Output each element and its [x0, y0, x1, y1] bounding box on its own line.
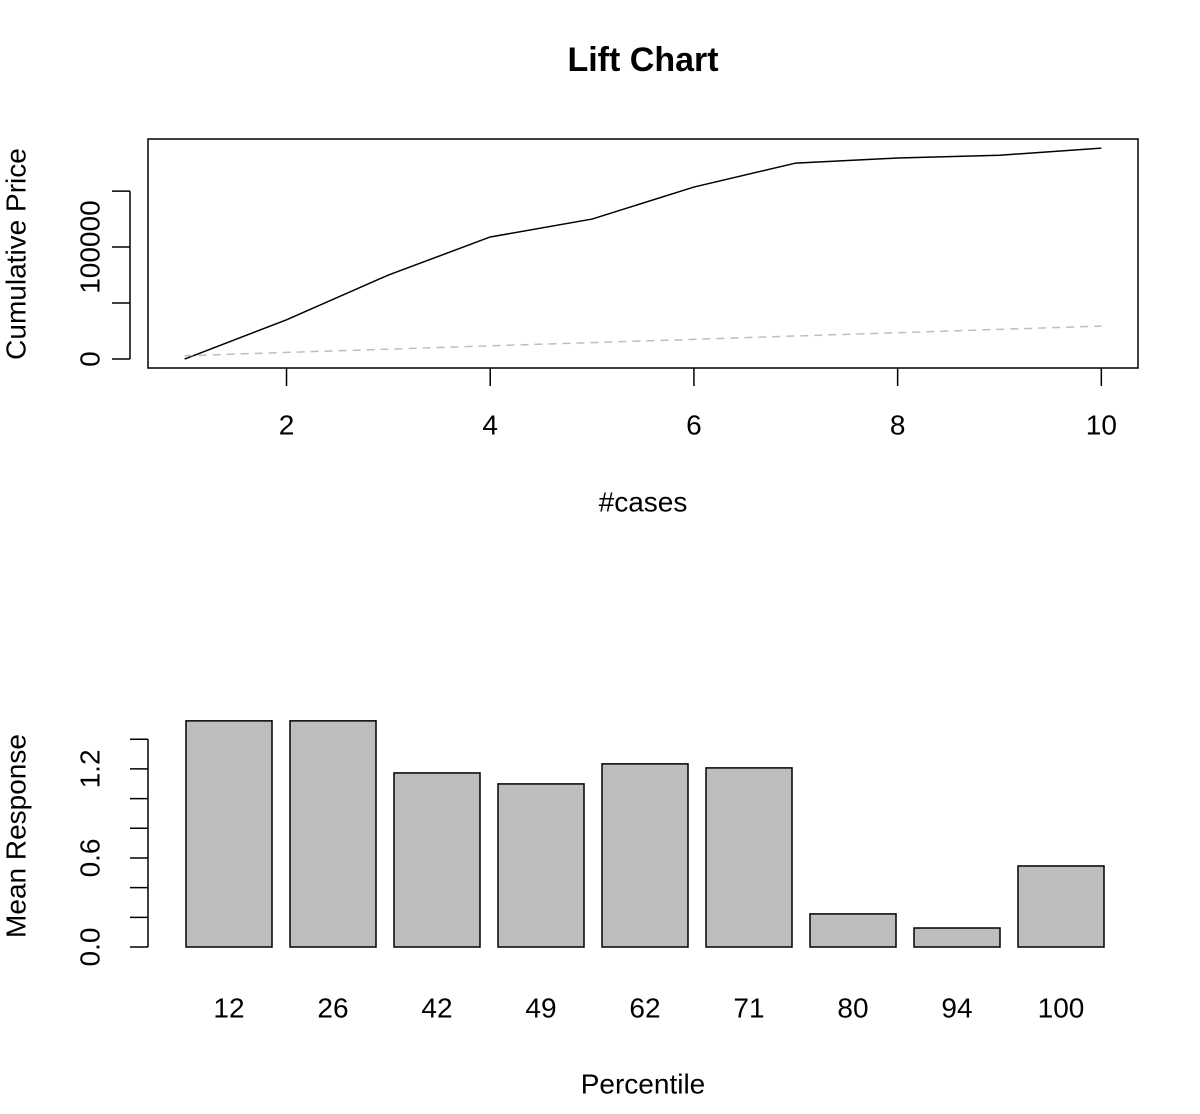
chart-title: Lift Chart	[567, 41, 718, 79]
bar	[289, 720, 377, 948]
x-tick-label: 49	[525, 992, 556, 1023]
x-tick-label: 80	[837, 992, 868, 1023]
series-line	[184, 147, 1102, 360]
bar	[705, 767, 793, 948]
y-axis-label: Cumulative Price	[0, 148, 31, 360]
y-tick-label: 0	[74, 351, 105, 367]
x-tick-label: 62	[629, 992, 660, 1023]
x-tick-label: 8	[890, 409, 906, 440]
bar	[185, 720, 273, 948]
bar	[1017, 865, 1105, 948]
bar	[913, 927, 1001, 948]
x-tick-label: 6	[686, 409, 702, 440]
x-tick-label: 71	[733, 992, 764, 1023]
x-tick-label: 94	[941, 992, 972, 1023]
y-axis-label: Mean Response	[0, 734, 31, 938]
x-tick-label: 100	[1038, 992, 1085, 1023]
x-tick-label: 26	[317, 992, 348, 1023]
y-tick-label: 1.2	[74, 749, 105, 788]
x-tick-label: 2	[279, 409, 295, 440]
x-tick-label: 12	[213, 992, 244, 1023]
y-tick-label: 0.0	[74, 928, 105, 967]
bar	[601, 763, 689, 948]
x-tick-label: 42	[421, 992, 452, 1023]
bar	[809, 913, 897, 948]
x-axis-label: Percentile	[581, 1068, 706, 1099]
plot-box	[147, 138, 1139, 369]
x-tick-label: 10	[1086, 409, 1117, 440]
bar	[393, 772, 481, 948]
y-tick-label: 0.6	[74, 838, 105, 877]
bar	[497, 783, 585, 948]
y-tick-label: 100000	[74, 200, 105, 293]
x-axis-label: #cases	[599, 486, 688, 517]
x-tick-label: 4	[482, 409, 498, 440]
series-line	[184, 325, 1102, 357]
